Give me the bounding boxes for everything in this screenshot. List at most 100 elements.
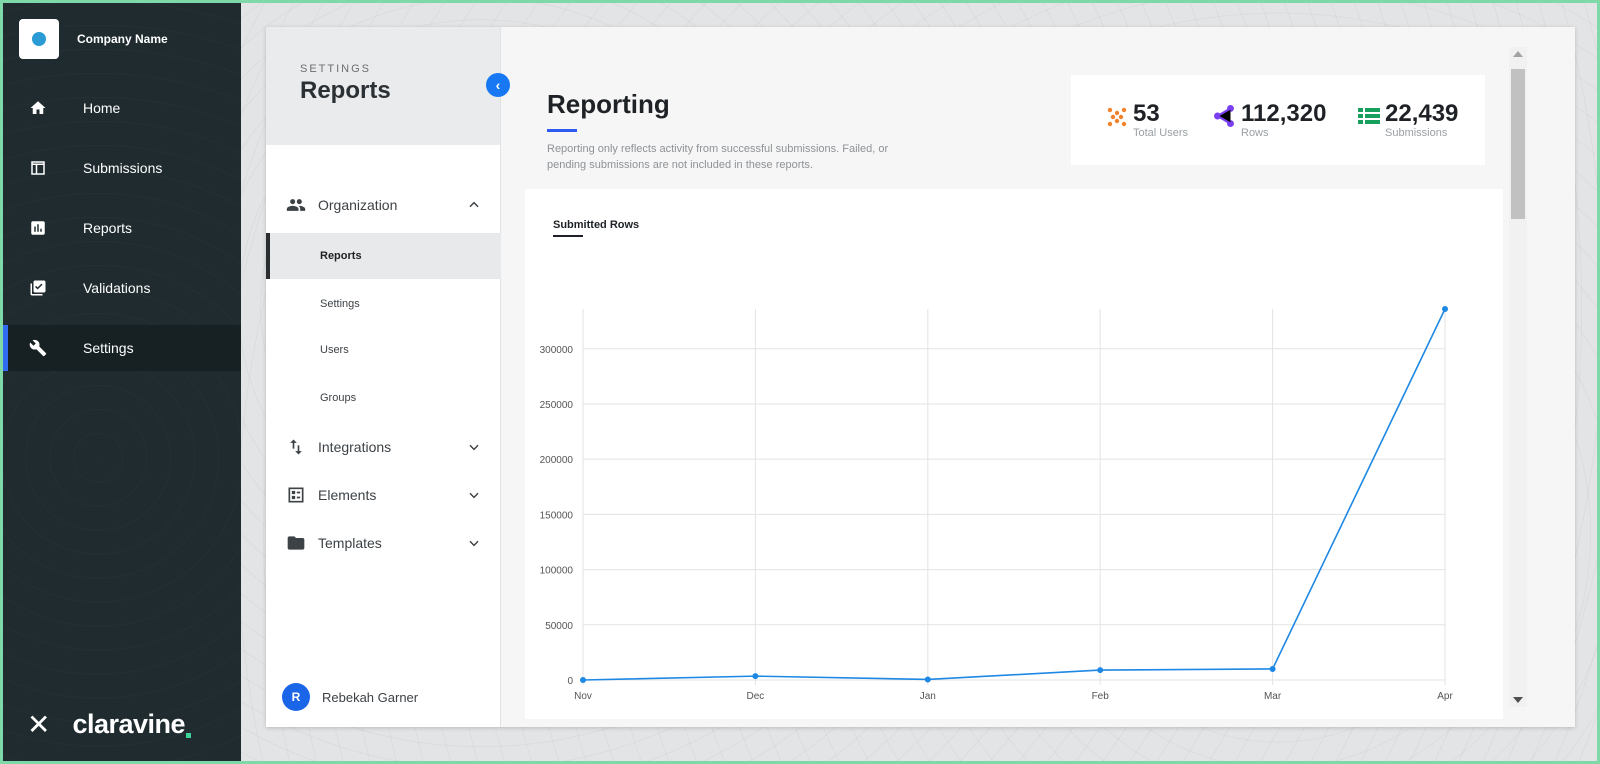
y-tick-label: 300000 [540,345,574,356]
nav-item-label: Home [83,100,121,116]
subnav-item-settings[interactable]: Settings [266,281,501,327]
table-list-icon [1358,108,1380,124]
active-tab-indicator [553,235,583,237]
y-tick-label: 0 [567,676,573,687]
stat-value: 53 [1133,100,1160,127]
group-label: Elements [318,487,377,503]
active-indicator [266,233,270,279]
list-box-icon [288,487,304,503]
stat-value: 112,320 [1241,100,1327,127]
page-title: Reporting [547,89,670,119]
page-description: Reporting only reflects activity from su… [547,143,889,171]
nav-background-pattern [3,3,241,761]
nav-footer: ✕ claravine [27,708,192,740]
chevron-left-icon: ‹ [495,77,501,93]
user-name: Rebekah Garner [322,689,419,705]
y-tick-label: 100000 [540,566,574,577]
nav-item-validations[interactable]: Validations [3,265,241,311]
stat-rows: 112,320 Rows [1211,99,1326,139]
subnav-item-label: Users [320,344,349,356]
nav-item-settings[interactable]: Settings [3,325,241,371]
data-point [1097,667,1104,674]
x-tick-label: Feb [1092,691,1110,702]
share-icon [1214,104,1234,128]
nav-item-label: Validations [83,280,151,296]
tab-submitted-rows[interactable]: Submitted Rows [553,219,640,231]
checklist-icon [30,280,46,296]
stat-submissions: 22,439 Submissions [1357,99,1458,139]
data-point [1442,306,1448,312]
series-line [582,308,1446,681]
folder-icon [287,536,305,550]
x-tick-label: Nov [574,691,592,702]
chevron-down-icon[interactable] [467,536,481,550]
subnav-kicker: SETTINGS [300,63,372,75]
subnav-item-groups[interactable]: Groups [266,375,501,421]
collapse-subnav-button[interactable]: ‹ [486,73,510,97]
stat-total-users: 53 Total Users [1105,99,1188,139]
data-point [752,673,759,680]
x-tick-label: Apr [1437,691,1453,702]
active-indicator [3,325,8,371]
wrench-icon [29,339,47,357]
x-tick-label: Dec [747,691,765,702]
group-label: Integrations [318,439,392,455]
scrollbar[interactable] [1509,47,1527,707]
submitted-rows-chart: 0 50000 100000 150000 200000 250000 300000 Nov D… [540,306,1453,702]
subnav-item-label: Groups [320,392,357,404]
sort-arrows-icon [290,439,302,455]
stat-value: 22,439 [1385,100,1459,127]
brand-logo: claravine [72,709,192,740]
home-icon [30,101,46,114]
close-icon[interactable]: ✕ [27,708,51,740]
current-user[interactable]: R Rebekah Garner [282,683,418,711]
x-tick-label: Jan [920,691,936,702]
settings-subnav: SETTINGS Reports Organization Reports Se… [266,27,501,727]
main-card: SETTINGS Reports Organization Reports Se… [266,27,1575,727]
y-tick-label: 200000 [540,455,574,466]
chevron-down-icon[interactable] [467,488,481,502]
nav-item-label: Settings [83,340,134,356]
group-label: Organization [318,197,398,213]
bar-chart-icon [31,221,45,235]
group-integrations[interactable]: Integrations [266,429,501,465]
people-icon [286,199,306,211]
stats-panel: 53 Total Users 112,320 Rows [1071,75,1485,165]
dots-icon [1107,107,1127,127]
y-tick-label: 250000 [540,400,574,411]
group-templates[interactable]: Templates [266,525,501,561]
nav-item-submissions[interactable]: Submissions [3,145,241,191]
scroll-thumb[interactable] [1511,69,1525,219]
company-name: Company Name [77,32,168,46]
subnav-item-reports[interactable]: Reports [266,233,501,279]
nav-item-reports[interactable]: Reports [3,205,241,251]
x-tick-label: Mar [1264,691,1282,702]
nav-item-home[interactable]: Home [3,85,241,131]
group-label: Templates [318,535,382,551]
data-point [580,677,586,683]
subnav-title: Reports [300,77,391,104]
subnav-header: SETTINGS Reports [266,27,500,145]
scroll-up-arrow[interactable] [1513,51,1523,57]
company-header[interactable]: Company Name [19,19,168,59]
group-organization[interactable]: Organization [266,187,501,223]
main-nav: Company Name Home Submissions Reports Va… [3,3,241,761]
data-point [924,676,931,683]
stat-label: Submissions [1385,127,1448,139]
nav-item-label: Reports [83,220,133,236]
chevron-down-icon[interactable] [467,440,481,454]
y-tick-label: 150000 [540,510,574,521]
reporting-content: Reporting Reporting only reflects activi… [501,27,1575,727]
stat-label: Total Users [1133,127,1189,139]
subnav-item-label: Settings [320,298,360,310]
nav-item-label: Submissions [83,160,163,176]
data-point [1269,665,1276,672]
group-elements[interactable]: Elements [266,477,501,513]
stat-label: Rows [1241,127,1269,139]
subnav-item-label: Reports [320,250,362,262]
subnav-item-users[interactable]: Users [266,327,501,373]
avatar: R [282,683,310,711]
company-logo [19,19,59,59]
chevron-up-icon[interactable] [467,198,481,212]
scroll-down-arrow[interactable] [1513,697,1523,703]
